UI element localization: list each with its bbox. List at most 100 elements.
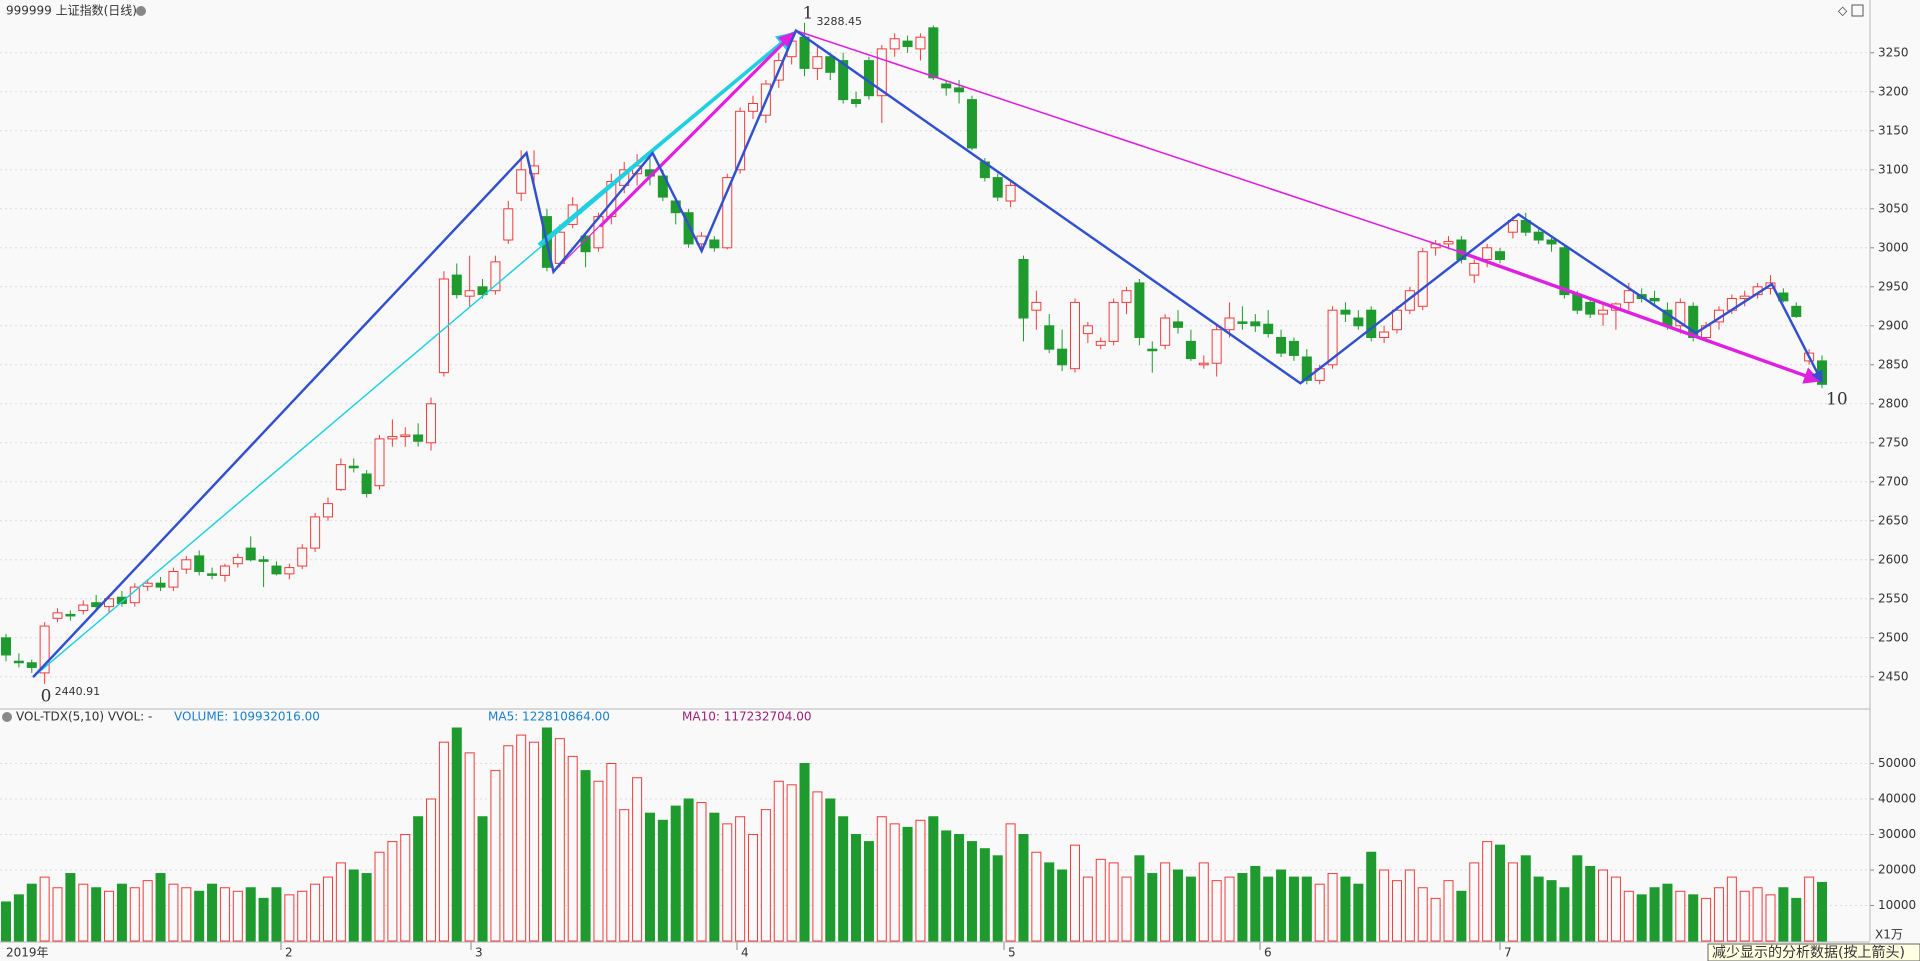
- y-tick-label: 3050: [1878, 201, 1909, 215]
- volume-bar: [1804, 876, 1815, 942]
- candle-body: [1082, 325, 1093, 335]
- volume-bar: [1791, 897, 1802, 942]
- volume-bar: [155, 873, 166, 942]
- candle-body: [1340, 309, 1351, 315]
- candle-body: [825, 56, 836, 73]
- volume-bar: [374, 851, 385, 942]
- y-tick-label: 2500: [1878, 630, 1909, 644]
- volume-bar: [683, 798, 694, 942]
- candle-body: [812, 56, 823, 69]
- volume-bar: [387, 841, 398, 942]
- candle-body: [52, 612, 63, 619]
- candle-body: [799, 36, 810, 69]
- candle-body: [1791, 305, 1802, 317]
- volume-bar: [91, 887, 102, 942]
- volume-bar: [1134, 855, 1145, 942]
- volume-bar: [670, 805, 681, 942]
- candle-body: [207, 573, 218, 576]
- volume-bar: [284, 894, 295, 942]
- volume-bar: [902, 826, 913, 942]
- candle-body: [65, 613, 76, 617]
- volume-bar: [915, 819, 926, 942]
- icon[interactable]: ◇: [1838, 4, 1848, 18]
- icon[interactable]: [1851, 4, 1864, 17]
- volume-bar: [1160, 862, 1171, 942]
- volume-bar: [1520, 855, 1531, 942]
- candle-body: [1443, 241, 1454, 245]
- volume-bar: [567, 755, 578, 942]
- volume-bar: [1598, 869, 1609, 942]
- candle-body: [966, 99, 977, 149]
- candle-body: [464, 290, 475, 297]
- volume-bar: [786, 784, 797, 942]
- volume-bar: [39, 876, 50, 942]
- candle-body: [1237, 321, 1248, 324]
- indicator-name: VOL-TDX(5,10) VVOL: -: [16, 710, 152, 724]
- volume-bar: [400, 834, 411, 942]
- candle-body: [194, 555, 205, 573]
- volume-bar: [1288, 876, 1299, 942]
- candle-body: [915, 36, 926, 50]
- candle-body: [1198, 362, 1209, 366]
- candle-body: [1688, 305, 1699, 338]
- volume-bar: [1404, 869, 1415, 942]
- volume-bar: [554, 738, 565, 942]
- candle-body: [1031, 301, 1042, 311]
- candle-body: [400, 434, 411, 438]
- volume-bar: [1211, 880, 1222, 942]
- volume-bar: [1559, 887, 1570, 942]
- candle-body: [232, 556, 243, 565]
- candle-body: [1057, 348, 1068, 366]
- candle-body: [1507, 220, 1518, 233]
- candle-body: [1559, 247, 1570, 296]
- volume-bar: [760, 809, 771, 942]
- volume-bar: [297, 890, 308, 942]
- candle-body: [374, 438, 385, 487]
- candle-body: [168, 571, 179, 588]
- volume-bar: [13, 894, 24, 942]
- y-tick-label: 2850: [1878, 357, 1909, 371]
- y-tick-label: 30000: [1878, 827, 1916, 841]
- volume-bar: [593, 780, 604, 942]
- x-tick-label: 2019年: [6, 946, 49, 960]
- volume-bar: [116, 883, 127, 942]
- volume-bar: [1018, 834, 1029, 942]
- ma5-label: MA5: 122810864.00: [488, 710, 610, 724]
- volume-bar: [1469, 862, 1480, 942]
- candle-body: [1546, 239, 1557, 245]
- volume-bar: [1224, 876, 1235, 942]
- volume-bar: [1263, 876, 1274, 942]
- title-menu[interactable]: [136, 6, 146, 16]
- candle-body: [477, 286, 488, 296]
- candle-body: [1598, 309, 1609, 315]
- x-tick-label: 7: [1504, 946, 1512, 960]
- candle-body: [1366, 309, 1377, 339]
- y-tick-label: 3000: [1878, 240, 1909, 254]
- volume-bar: [838, 816, 849, 942]
- low-label: 2440.91: [55, 685, 101, 698]
- volume-bar: [1417, 887, 1428, 942]
- volume-bar: [413, 816, 424, 942]
- volume-bar: [1301, 876, 1312, 942]
- candle-body: [361, 473, 372, 494]
- y-tick-label: 3100: [1878, 162, 1909, 176]
- x-tick-label: 3: [475, 946, 483, 960]
- candle-body: [1533, 231, 1544, 241]
- volume-bar: [168, 883, 179, 942]
- candle-body: [709, 239, 720, 249]
- volume-bar: [1353, 883, 1364, 942]
- volume-bar: [1366, 851, 1377, 942]
- volume-bar: [1623, 890, 1634, 942]
- candle-body: [181, 559, 192, 570]
- volume-bar: [1314, 883, 1325, 942]
- indicator-menu[interactable]: [2, 712, 12, 722]
- volume-bar: [722, 823, 733, 942]
- candle-body: [129, 586, 140, 604]
- wave-line: [1456, 249, 1822, 384]
- volume-bar: [1430, 897, 1441, 942]
- candle-body: [747, 103, 759, 112]
- candle-body: [683, 212, 694, 245]
- wave-lines: [32, 28, 1824, 678]
- candle-body: [928, 27, 939, 79]
